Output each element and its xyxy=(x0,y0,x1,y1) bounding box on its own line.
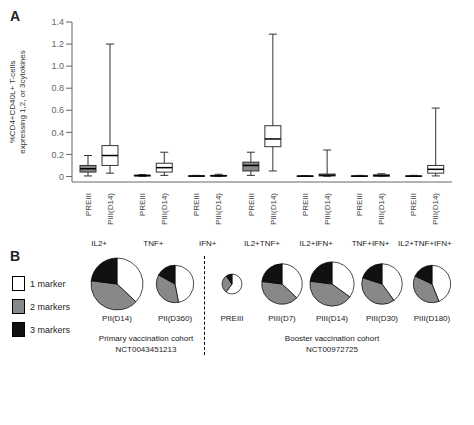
html-text:1 marker: 1 marker xyxy=(30,278,66,289)
html-text:PIII(D7): PIII(D7) xyxy=(268,314,296,323)
html-text:PIII(D14): PIII(D14) xyxy=(316,314,348,323)
svg-text:1.0: 1.0 xyxy=(51,61,64,71)
svg-text:PREIII: PREIII xyxy=(301,193,310,216)
svg-text:IL2+TNF+: IL2+TNF+ xyxy=(244,239,280,248)
svg-text:PREIII: PREIII xyxy=(84,193,93,216)
html-text:NCT0043451213: NCT0043451213 xyxy=(115,345,177,354)
html-text:Booster vaccination cohort: Booster vaccination cohort xyxy=(284,334,380,343)
svg-text:IL2+: IL2+ xyxy=(91,239,107,248)
svg-text:PREIII: PREIII xyxy=(138,193,147,216)
svg-text:TNF+IFN+: TNF+IFN+ xyxy=(352,239,390,248)
svg-text:0.2: 0.2 xyxy=(51,150,64,160)
html-text:NCT00972725: NCT00972725 xyxy=(306,345,358,354)
svg-text:0.4: 0.4 xyxy=(51,128,64,138)
svg-text:PREIII: PREIII xyxy=(409,193,418,216)
svg-text:IL2+TNF+IFN+: IL2+TNF+IFN+ xyxy=(398,239,452,248)
svg-text:PIII(D14): PIII(D14) xyxy=(377,193,386,225)
svg-text:PIII(D14): PIII(D14) xyxy=(269,193,278,225)
svg-text:PIII(D14): PIII(D14) xyxy=(160,193,169,225)
html-text:A: A xyxy=(10,8,21,24)
svg-text:PREIII: PREIII xyxy=(247,193,256,216)
svg-text:PIII(D14): PIII(D14) xyxy=(431,193,440,225)
svg-text:0: 0 xyxy=(59,172,64,182)
svg-text:IFN+: IFN+ xyxy=(199,239,217,248)
svg-text:PIII(D14): PIII(D14) xyxy=(323,193,332,225)
html-text:PII(D14): PII(D14) xyxy=(102,314,132,323)
svg-text:TNF+: TNF+ xyxy=(143,239,164,248)
svg-text:IL2+IFN+: IL2+IFN+ xyxy=(300,239,334,248)
html-text:PIII(D30): PIII(D30) xyxy=(366,314,398,323)
svg-text:PREIII: PREIII xyxy=(192,193,201,216)
html-text:PII(D360): PII(D360) xyxy=(157,314,193,323)
svg-text:%CD4+CD40L+ T-cellsexpressing: %CD4+CD40L+ T-cellsexpressing 1,2, or 3c… xyxy=(8,50,27,154)
html-text:3 markers: 3 markers xyxy=(30,324,70,335)
svg-text:PIII(D14): PIII(D14) xyxy=(214,193,223,225)
svg-text:0.8: 0.8 xyxy=(51,83,64,93)
html-text:2 markers: 2 markers xyxy=(30,301,70,312)
svg-text:PREIII: PREIII xyxy=(355,193,364,216)
html-text:PIII(D180): PIII(D180) xyxy=(413,314,451,323)
html-text:Primary vaccination cohort: Primary vaccination cohort xyxy=(98,334,194,343)
html-text:PREIII: PREIII xyxy=(220,314,244,323)
html-text:B: B xyxy=(10,248,21,264)
svg-text:0.6: 0.6 xyxy=(51,105,64,115)
svg-text:1.2: 1.2 xyxy=(51,39,64,49)
svg-text:PIII(D14): PIII(D14) xyxy=(106,193,115,225)
svg-text:1.4: 1.4 xyxy=(51,17,64,27)
